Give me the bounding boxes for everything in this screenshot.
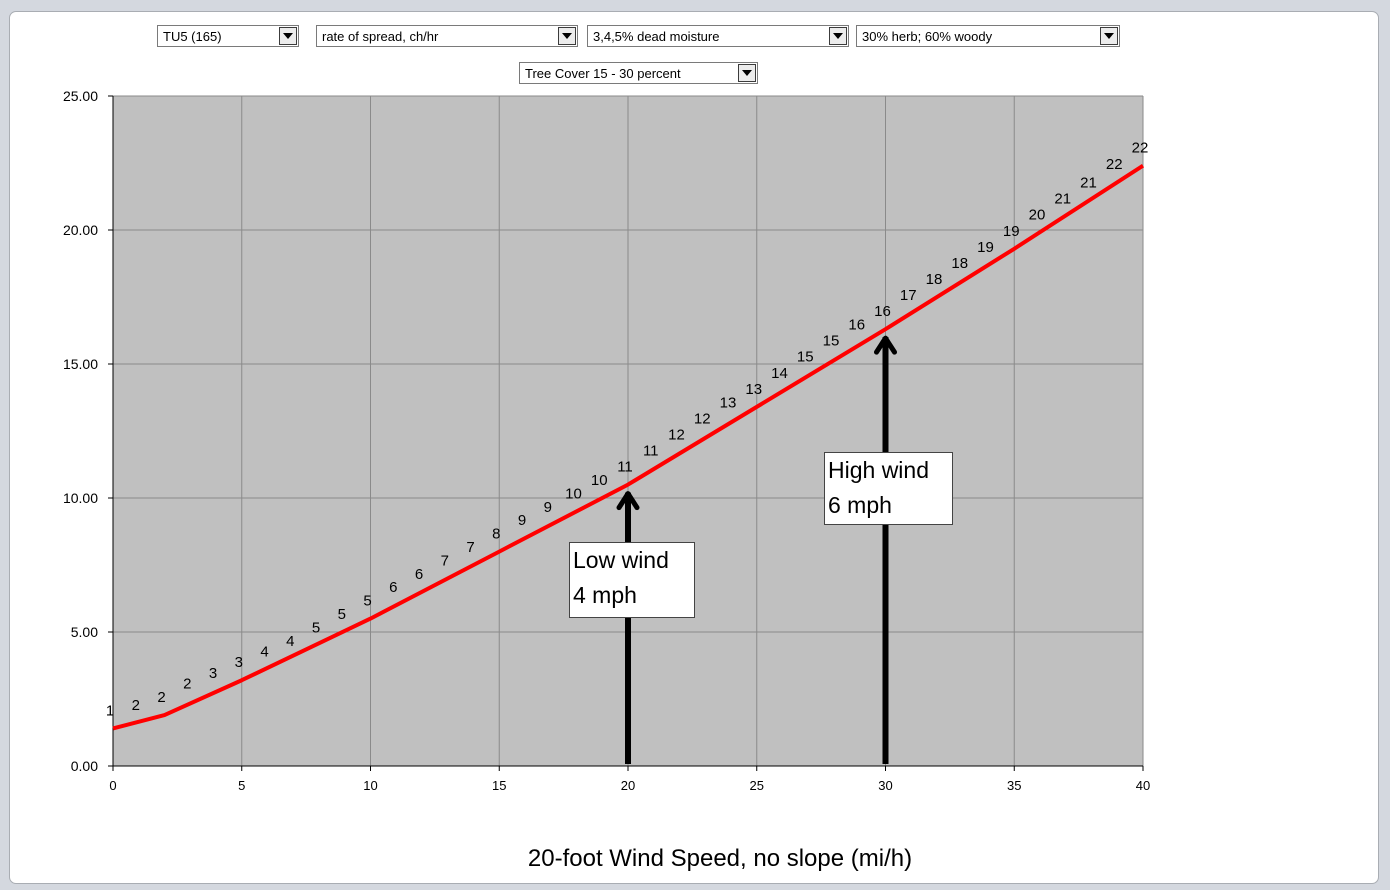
point-label: 4 — [260, 644, 268, 661]
point-label: 1 — [106, 702, 114, 719]
y-tick-label: 15.00 — [63, 356, 98, 372]
point-label: 21 — [1080, 175, 1097, 192]
point-label: 9 — [544, 499, 552, 516]
high-wind-callout: High wind 6 mph — [824, 452, 953, 525]
point-label: 11 — [617, 459, 633, 476]
point-label: 17 — [900, 287, 917, 304]
point-label: 5 — [363, 593, 371, 610]
x-tick-label: 40 — [1136, 778, 1150, 793]
point-label: 2 — [183, 676, 191, 693]
point-label: 7 — [441, 552, 449, 569]
point-label: 3 — [235, 654, 243, 671]
point-label: 15 — [797, 349, 814, 366]
x-tick-label: 25 — [750, 778, 764, 793]
y-tick-label: 0.00 — [71, 758, 98, 774]
low-wind-callout: Low wind 4 mph — [569, 542, 695, 618]
point-label: 13 — [720, 394, 737, 411]
y-tick-label: 5.00 — [71, 624, 98, 640]
point-label: 5 — [312, 619, 320, 636]
y-tick-label: 20.00 — [63, 222, 98, 238]
point-label: 14 — [771, 365, 788, 382]
point-label: 13 — [745, 381, 762, 398]
point-label: 15 — [823, 333, 840, 350]
point-label: 19 — [1003, 223, 1020, 240]
y-tick-label: 25.00 — [63, 88, 98, 104]
point-label: 9 — [518, 512, 526, 529]
point-label: 16 — [848, 317, 865, 334]
point-label: 7 — [466, 539, 474, 556]
high-wind-callout-line1: High wind — [828, 453, 952, 488]
point-label: 2 — [157, 689, 165, 706]
point-label: 12 — [668, 426, 685, 443]
point-label: 16 — [874, 303, 891, 320]
point-label: 2 — [132, 697, 140, 714]
point-label: 5 — [338, 606, 346, 623]
point-label: 21 — [1054, 191, 1071, 208]
point-label: 18 — [951, 255, 968, 272]
point-label: 22 — [1106, 156, 1123, 173]
high-wind-callout-line2: 6 mph — [828, 488, 952, 523]
x-tick-label: 10 — [363, 778, 377, 793]
x-tick-label: 5 — [238, 778, 245, 793]
x-tick-label: 30 — [878, 778, 892, 793]
point-label: 12 — [694, 410, 711, 427]
point-label: 18 — [926, 271, 943, 288]
x-tick-label: 35 — [1007, 778, 1021, 793]
x-tick-label: 15 — [492, 778, 506, 793]
point-label: 19 — [977, 239, 994, 256]
low-wind-callout-line1: Low wind — [573, 543, 694, 578]
point-label: 6 — [389, 579, 397, 596]
x-axis-title: 20-foot Wind Speed, no slope (mi/h) — [528, 845, 912, 872]
y-tick-label: 10.00 — [63, 490, 98, 506]
point-label: 6 — [415, 566, 423, 583]
low-wind-callout-line2: 4 mph — [573, 578, 694, 613]
point-label: 4 — [286, 633, 294, 650]
point-label: 10 — [591, 472, 608, 489]
point-label: 10 — [565, 485, 582, 502]
x-tick-label: 20 — [621, 778, 635, 793]
point-label: 3 — [209, 665, 217, 682]
point-label: 22 — [1132, 140, 1149, 157]
point-label: 20 — [1029, 207, 1046, 224]
point-label: 11 — [643, 443, 659, 460]
x-tick-label: 0 — [109, 778, 116, 793]
point-label: 8 — [492, 526, 500, 543]
